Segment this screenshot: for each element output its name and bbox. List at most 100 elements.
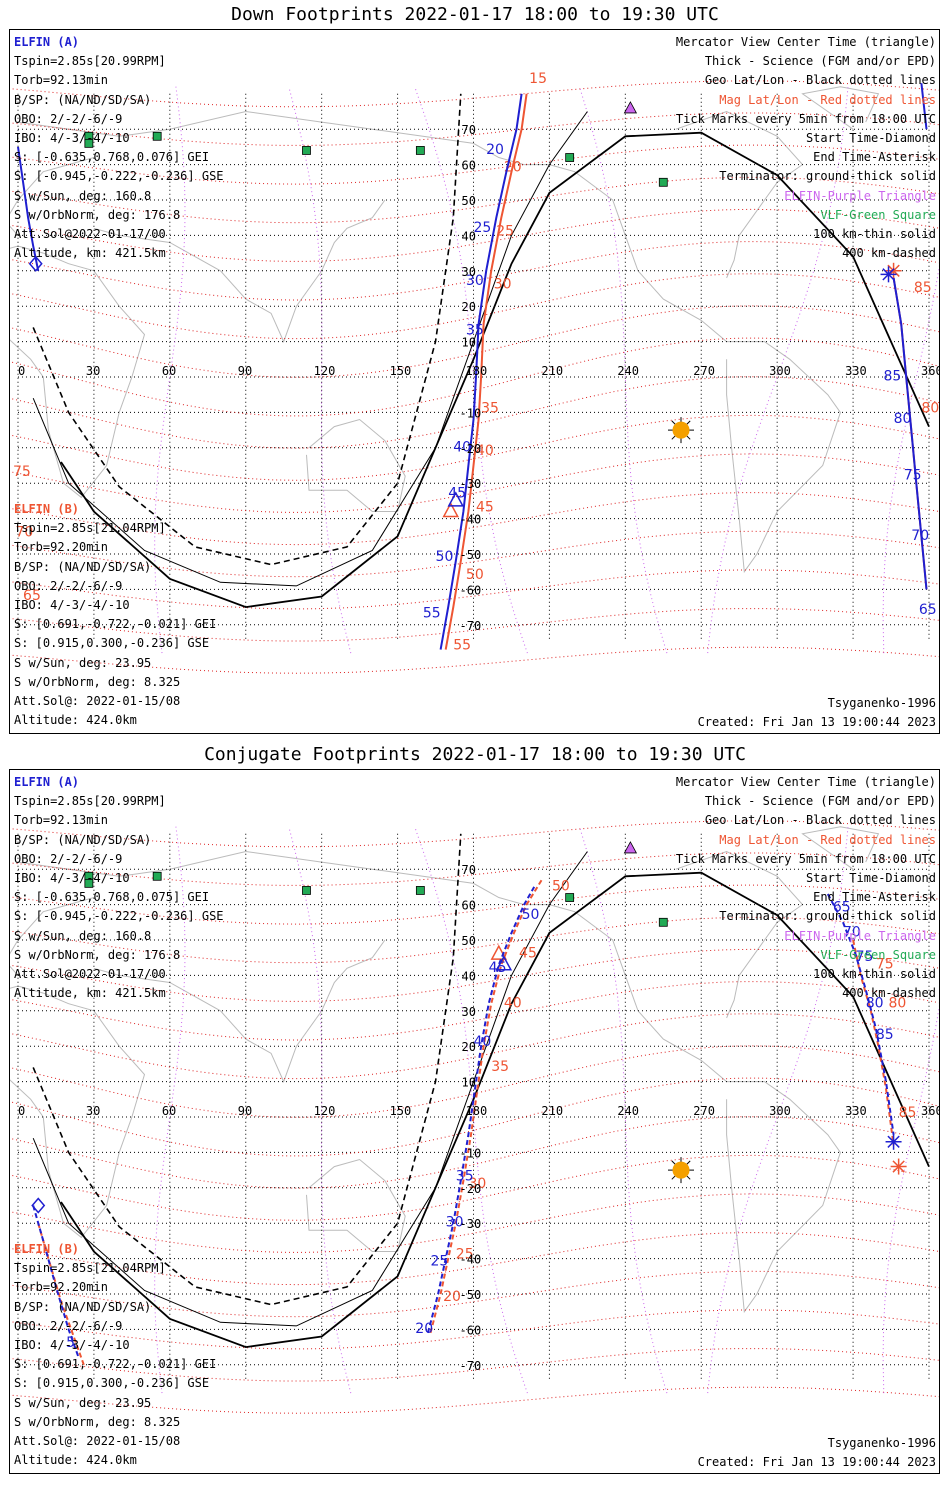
elfin-b-line: S: [0.915,0.300,-0.236] GSE	[14, 636, 210, 651]
elfin-a-header: ELFIN (A)	[14, 775, 80, 789]
coastline	[801, 86, 880, 130]
vlf-site-square	[658, 177, 668, 187]
lon-tick-label: 0	[18, 1104, 25, 1118]
elfin-a-tick-label: 65	[919, 602, 937, 618]
mag-parallel	[10, 646, 939, 674]
elfin-b-tick-label: 80	[889, 995, 907, 1011]
lat-tick-label: -20	[460, 1182, 482, 1196]
legend-line: Start Time-Diamond	[805, 871, 936, 886]
elfin-site-triangle	[623, 101, 638, 114]
elfin-b-line: Altitude: 424.0km	[14, 1453, 137, 1468]
elfin-a-end-asterisk	[887, 1135, 900, 1148]
panel-title: Conjugate Footprints 2022-01-17 18:00 to…	[204, 744, 746, 765]
elfin-b-track	[852, 939, 895, 1146]
elfin-a-line: S w/OrbNorm, deg: 176.8	[14, 207, 181, 222]
lon-tick-label: 120	[314, 1104, 336, 1118]
coastline	[306, 418, 406, 512]
elfin-b-line: S w/Sun, deg: 23.95	[14, 655, 152, 670]
terminator-100km	[32, 851, 588, 1327]
elfin-a-line: S: [-0.945,-0.222,-0.236] GSE	[14, 909, 224, 924]
lon-tick-label: 30	[86, 364, 100, 378]
lat-tick-label: 30	[462, 265, 476, 279]
coastline	[10, 245, 146, 499]
elfin-a-header: ELFIN (A)	[14, 35, 80, 49]
legend-line: Tick Marks every 5min from 18:00 UTC	[675, 111, 936, 126]
lat-tick-label: 60	[462, 899, 476, 913]
lon-tick-label: 150	[390, 1104, 412, 1118]
mag-meridian	[288, 86, 352, 654]
lon-tick-label: 360	[921, 1104, 940, 1118]
legend-elfin-site: ELFIN-Purple Triangle	[784, 928, 936, 943]
elfin-b-tick-label: 40	[504, 995, 522, 1011]
elfin-a-line: B/SP: (NA/ND/SD/SA)	[14, 832, 152, 847]
vlf-site-square	[415, 146, 425, 155]
model-label: Tsyganenko-1996	[827, 1436, 936, 1450]
elfin-a-center-triangle	[495, 955, 513, 971]
lon-tick-label: 210	[541, 1104, 563, 1118]
vlf-site-square	[565, 153, 575, 162]
legend-mag-line: Mag Lat/Lon - Red dotted lines	[719, 832, 936, 847]
legend-line: End Time-Asterisk	[813, 890, 936, 905]
lon-tick-label: 330	[845, 1104, 867, 1118]
elfin-a-tick-label: 80	[894, 411, 912, 427]
mercator-map: 1520253035404550558580757065202530354045…	[10, 71, 939, 674]
elfin-b-tick-label: 50	[552, 878, 570, 894]
elfin-b-line: OBO: 2/-2/-6/-9	[14, 1318, 123, 1333]
lat-tick-label: -70	[460, 619, 482, 633]
legend-line: Mercator View Center Time (triangle)	[675, 775, 936, 789]
elfin-a-line: Torb=92.13min	[14, 813, 108, 828]
elfin-a-start-diamond	[28, 255, 43, 272]
elfin-a-tick-label: 20	[486, 142, 504, 158]
mag-parallel	[10, 80, 939, 108]
panel-title: Down Footprints 2022-01-17 18:00 to 19:3…	[231, 4, 719, 25]
elfin-a-line: S: [-0.945,-0.222,-0.236] GSE	[14, 169, 224, 184]
elfin-b-line: Att.Sol@: 2022-01-15/08	[14, 1434, 181, 1449]
terminator-100km	[32, 111, 588, 587]
vlf-site-square	[302, 886, 311, 895]
legend-mag-line: Mag Lat/Lon - Red dotted lines	[719, 92, 936, 107]
created-label: Created: Fri Jan 13 19:00:44 2023	[697, 715, 936, 729]
terminator-400km	[32, 93, 462, 566]
elfin-a-line: S w/OrbNorm, deg: 176.8	[14, 947, 181, 962]
elfin-a-line: Tspin=2.85s[20.99RPM]	[14, 54, 166, 69]
elfin-a-line: IBO: 4/-3/-4/-10	[14, 871, 130, 886]
elfin-b-tick-label: 15	[529, 71, 547, 87]
mag-meridian	[154, 86, 186, 654]
lon-tick-label: 300	[769, 1104, 791, 1118]
elfin-a-tick-label: 75	[904, 468, 922, 484]
map-content: 1520253035404550558580757065202530354045…	[10, 71, 939, 674]
elfin-b-end-asterisk	[892, 1160, 905, 1173]
elfin-a-line: S w/Sun, deg: 160.8	[14, 188, 152, 203]
model-label: Tsyganenko-1996	[827, 696, 936, 710]
lat-tick-label: -40	[460, 513, 482, 527]
conjugate-footprints-panel: Conjugate Footprints 2022-01-17 18:00 to…	[0, 740, 950, 1490]
elfin-a-tick-label: 25	[474, 220, 492, 236]
elfin-b-line: S: [0.691,-0.722,-0.021] GEI	[14, 1357, 217, 1372]
lat-tick-label: 40	[462, 969, 476, 983]
elfin-b-line: Att.Sol@: 2022-01-15/08	[14, 694, 181, 709]
elfin-b-track	[429, 879, 543, 1334]
legend-line: Mercator View Center Time (triangle)	[675, 35, 936, 49]
elfin-b-tick-label: 35	[491, 1059, 509, 1075]
legend-line: Thick - Science (FGM and/or EPD)	[704, 794, 936, 809]
elfin-a-line: Att.Sol@2022-01-17/00	[14, 967, 166, 982]
created-label: Created: Fri Jan 13 19:00:44 2023	[697, 1455, 936, 1469]
elfin-b-line: S w/OrbNorm, deg: 8.325	[14, 674, 181, 689]
lon-tick-label: 120	[314, 364, 336, 378]
elfin-a-line: IBO: 4/-3/-4/-10	[14, 131, 130, 146]
legend: Mercator View Center Time (triangle) Thi…	[676, 33, 936, 263]
elfin-a-tick-label: 70	[911, 528, 929, 544]
lat-tick-label: -50	[460, 548, 482, 562]
vlf-site-square	[84, 138, 94, 148]
lon-tick-label: 180	[466, 1104, 488, 1118]
elfin-a-line: Altitude, km: 421.5km	[14, 986, 166, 1001]
coastline	[306, 1158, 406, 1252]
mag-meridian	[414, 86, 528, 654]
elfin-a-info: ELFIN (A) Tspin=2.85s[20.99RPM] Torb=92.…	[14, 33, 224, 263]
lon-tick-label: 60	[162, 1104, 176, 1118]
elfin-a-end-asterisk	[882, 268, 895, 281]
elfin-b-line: Torb=92.20min	[14, 540, 108, 555]
lon-tick-label: 240	[617, 1104, 639, 1118]
elfin-a-tick-label: 70	[843, 924, 861, 940]
legend-line: Geo Lat/Lon - Black dotted lines	[704, 813, 936, 828]
